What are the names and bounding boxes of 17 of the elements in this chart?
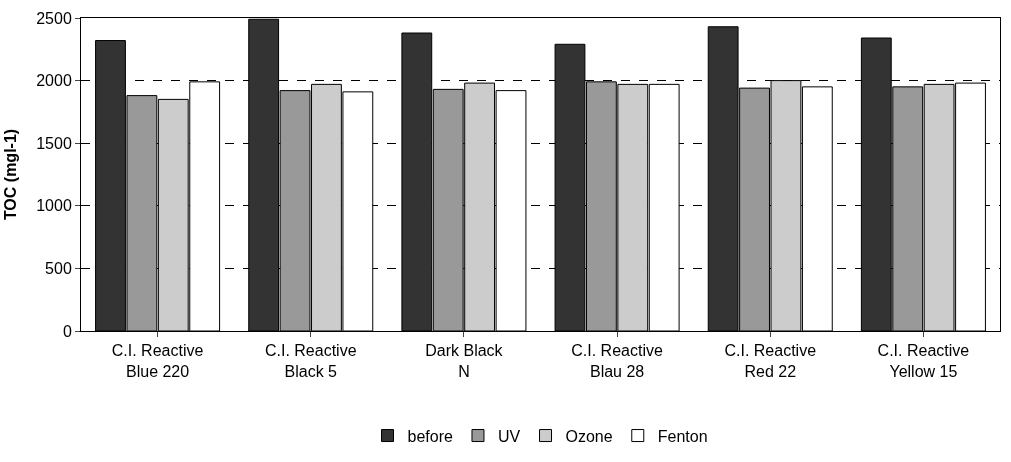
y-tick-label: 2500 — [36, 9, 72, 27]
x-tick-label: Dark Black N — [425, 342, 504, 380]
y-tick-label: 1000 — [36, 197, 72, 215]
y-tick-label: 500 — [45, 260, 72, 277]
x-tick-label: C.I. Reactive Black 5 — [264, 342, 357, 380]
x-tick-label: C.I. Reactive Yellow 15 — [877, 342, 970, 380]
y-tick-label: 0 — [62, 322, 72, 340]
legend-label: Fenton — [657, 427, 708, 445]
x-tick-label: C.I. Reactive Red 22 — [724, 342, 817, 380]
x-tick-label: C.I. Reactive Blue 220 — [111, 342, 204, 380]
y-axis-title: TOC (mgl-1) — [2, 128, 20, 221]
x-tick-label: C.I. Reactive Blau 28 — [571, 342, 663, 380]
legend-label: Ozone — [565, 427, 613, 445]
legend-label: UV — [497, 427, 521, 445]
y-tick-label: 1500 — [36, 134, 72, 152]
y-tick-label: 2000 — [36, 72, 72, 90]
legend-label: before — [407, 427, 453, 445]
